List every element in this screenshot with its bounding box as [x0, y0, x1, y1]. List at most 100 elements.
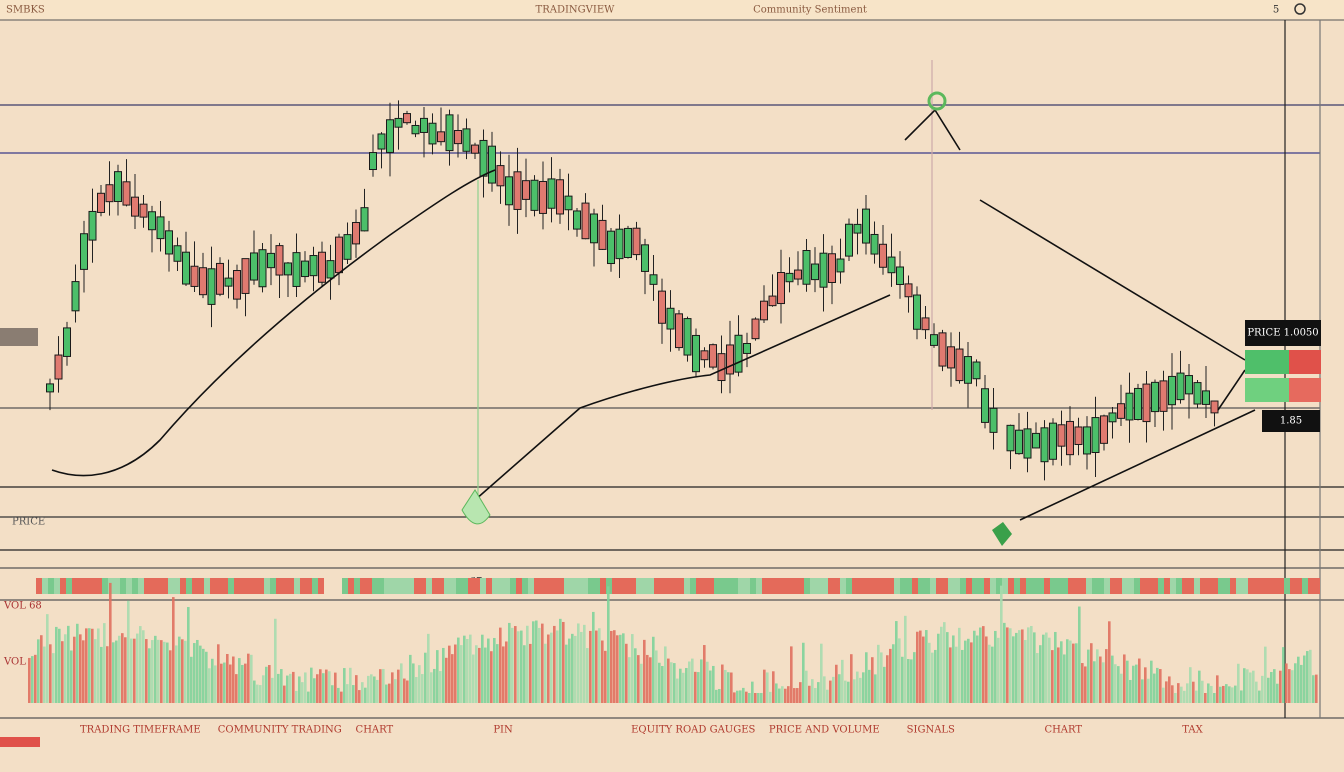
- volume-bar: [178, 636, 181, 703]
- volume-bar: [643, 639, 646, 703]
- volume-bar: [1135, 664, 1138, 703]
- volume-bar: [418, 665, 421, 703]
- volume-bar: [397, 669, 400, 703]
- candle-body: [131, 196, 139, 217]
- candle-body: [122, 181, 131, 206]
- strip-cell: [300, 578, 306, 594]
- candle-body: [1117, 403, 1125, 419]
- candle-body: [709, 344, 717, 368]
- candle-body: [224, 277, 233, 287]
- volume-bar: [1159, 669, 1162, 703]
- volume-bar: [1024, 640, 1027, 703]
- strip-cell: [606, 578, 612, 594]
- volume-bar: [922, 636, 925, 703]
- candle-body: [318, 251, 326, 283]
- volume-bar: [709, 670, 712, 703]
- volume-bar: [28, 657, 31, 703]
- toolbar-title: TRADINGVIEW: [536, 5, 616, 16]
- strip-cell: [1182, 578, 1188, 594]
- volume-bar: [505, 641, 508, 703]
- volume-bar: [742, 687, 745, 703]
- volume-bar: [1216, 675, 1219, 703]
- volume-bar: [1114, 664, 1117, 703]
- volume-bar: [733, 692, 736, 703]
- candle-body: [981, 388, 989, 423]
- candle-body: [1015, 429, 1023, 455]
- candle-body: [564, 195, 573, 211]
- buy-box[interactable]: [1245, 378, 1289, 402]
- volume-bar: [1096, 649, 1099, 703]
- volume-bar: [1060, 641, 1063, 703]
- volume-bar: [976, 635, 979, 703]
- volume-bar: [364, 687, 367, 703]
- candle-body: [938, 332, 947, 367]
- strip-cell: [924, 578, 930, 594]
- strip-cell: [1032, 578, 1038, 594]
- volume-bar: [136, 633, 139, 703]
- strip-cell: [1272, 578, 1278, 594]
- strip-cell: [468, 578, 474, 594]
- strip-cell: [1086, 578, 1092, 594]
- buy-box[interactable]: [1245, 350, 1289, 374]
- volume-bar: [127, 600, 130, 703]
- strip-cell: [420, 578, 426, 594]
- toolbar-counter[interactable]: 5: [1273, 5, 1279, 16]
- volume-bar: [451, 654, 454, 703]
- volume-bar: [1189, 667, 1192, 703]
- volume-bar: [1174, 693, 1177, 703]
- volume-bar: [619, 634, 622, 703]
- volume-bar: [310, 667, 313, 703]
- volume-bar: [1048, 637, 1051, 703]
- candle-body: [165, 230, 173, 255]
- volume-bar: [130, 638, 133, 703]
- strip-cell: [540, 578, 546, 594]
- volume-bar: [1132, 665, 1135, 703]
- strip-cell: [1062, 578, 1068, 594]
- volume-bar: [145, 639, 148, 703]
- volume-bar: [106, 646, 109, 703]
- strip-cell: [840, 578, 846, 594]
- volume-bar: [82, 640, 85, 703]
- strip-cell: [768, 578, 774, 594]
- volume-bar: [1309, 649, 1312, 703]
- volume-bar: [340, 691, 343, 703]
- refresh-icon[interactable]: [1294, 3, 1306, 15]
- volume-bar: [868, 669, 871, 703]
- volume-bar: [730, 672, 733, 703]
- volume-bar: [727, 672, 730, 703]
- volume-bar: [514, 626, 517, 703]
- sell-box[interactable]: [1289, 378, 1321, 402]
- candle-body: [284, 262, 292, 276]
- sell-box[interactable]: [1289, 350, 1321, 374]
- volume-bar: [526, 625, 529, 703]
- volume-bar: [766, 672, 769, 703]
- strip-cell: [666, 578, 672, 594]
- volume-bar: [295, 690, 298, 703]
- volume-bar: [301, 682, 304, 703]
- volume-bar: [436, 650, 439, 703]
- volume-bar: [934, 649, 937, 703]
- strip-cell: [954, 578, 960, 594]
- strip-cell: [810, 578, 816, 594]
- volume-bar: [724, 669, 727, 703]
- strip-cell: [750, 578, 756, 594]
- strip-cell: [402, 578, 408, 594]
- strip-cell: [870, 578, 876, 594]
- strip-cell: [564, 578, 570, 594]
- strip-cell: [546, 578, 552, 594]
- strip-cell: [1308, 578, 1314, 594]
- volume-bar: [289, 673, 292, 703]
- volume-bar: [1042, 634, 1045, 703]
- strip-cell: [1278, 578, 1284, 594]
- candle-body: [921, 317, 930, 331]
- volume-bar: [232, 656, 235, 703]
- volume-bar: [823, 676, 826, 703]
- volume-bar: [826, 689, 829, 703]
- volume-bar: [1123, 654, 1126, 703]
- strip-cell: [672, 578, 678, 594]
- strip-cell: [162, 578, 168, 594]
- candle-body: [811, 263, 819, 281]
- volume-bar: [595, 630, 598, 703]
- volume-bar: [916, 631, 919, 703]
